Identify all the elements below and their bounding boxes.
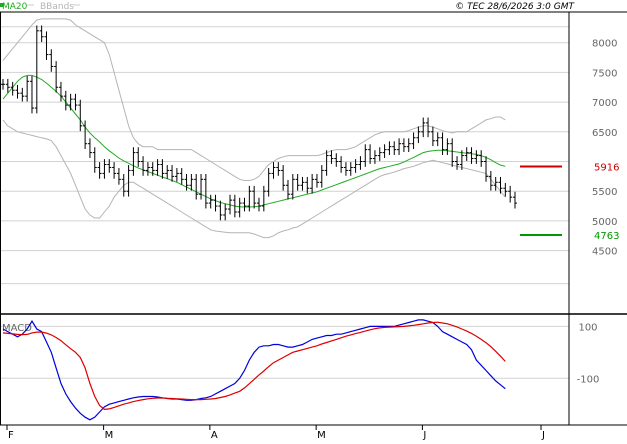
price-y-tick-label: 7000	[592, 98, 617, 109]
legend-label-ma20: MA20	[2, 2, 28, 12]
price-y-tick-label: 8000	[592, 39, 617, 50]
legend-label-bbands: BBands	[40, 2, 74, 12]
x-tick-label: A	[211, 430, 218, 440]
macd-line	[2, 319, 506, 421]
x-tick-label: J	[422, 430, 426, 440]
chart-header: MA20 BBands © TEC 28/6/2026 3:0 GMT	[0, 2, 576, 12]
macd-title: MACD	[2, 323, 32, 334]
price-y-tick-label: 7500	[592, 68, 617, 79]
reference-line-label: 5916	[594, 163, 619, 174]
x-tick-label: J	[541, 430, 545, 440]
bband-lower-line	[2, 119, 506, 239]
price-plot: 5916 4763	[1, 18, 619, 242]
x-tick-label: F	[8, 430, 14, 440]
price-grid: 4500 5000 5500 6500 7000 7500 8000	[0, 26, 617, 285]
legend-swatch-ma20	[0, 3, 4, 7]
reference-line-label: 4763	[594, 231, 619, 242]
macd-grid: 100 -100 MACD	[0, 322, 599, 385]
copyright-text: © TEC 28/6/2026 3:0 GMT	[455, 2, 575, 12]
price-y-tick-label: 4500	[592, 247, 617, 258]
macd-plot	[2, 319, 506, 421]
signal-line	[2, 321, 506, 411]
price-y-tick-label: 6500	[592, 128, 617, 139]
bband-upper-line	[2, 18, 506, 181]
price-y-tick-label: 5000	[592, 217, 617, 228]
macd-y-tick-label: -100	[577, 374, 600, 385]
x-tick-label: M	[317, 430, 326, 440]
price-y-tick-label: 5500	[592, 187, 617, 198]
macd-y-tick-label: 100	[578, 322, 597, 333]
x-tick-label: M	[105, 430, 114, 440]
